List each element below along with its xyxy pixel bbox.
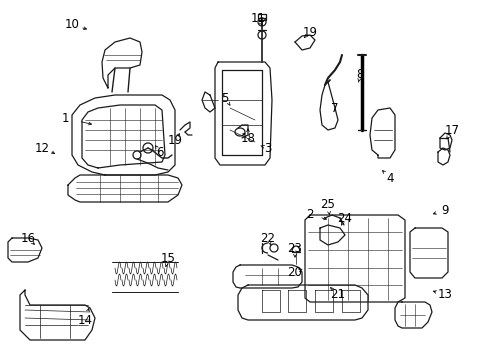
Text: 5: 5 [221, 91, 228, 104]
Text: 17: 17 [444, 123, 459, 136]
Text: 23: 23 [287, 242, 302, 255]
Text: 19: 19 [167, 134, 182, 147]
Text: 11: 11 [250, 12, 265, 24]
Text: 9: 9 [440, 203, 448, 216]
Text: 1: 1 [61, 112, 69, 125]
Text: 13: 13 [437, 288, 451, 302]
Text: 4: 4 [386, 171, 393, 184]
Text: 6: 6 [156, 145, 163, 158]
Text: 8: 8 [356, 68, 363, 81]
Text: 2: 2 [305, 208, 313, 221]
Text: 25: 25 [320, 198, 335, 211]
Text: 10: 10 [64, 18, 79, 31]
Text: 16: 16 [20, 231, 36, 244]
Text: 22: 22 [260, 231, 275, 244]
Text: 14: 14 [77, 314, 92, 327]
Text: 19: 19 [302, 26, 317, 39]
Text: 20: 20 [287, 266, 302, 279]
Text: 7: 7 [330, 102, 338, 114]
Text: 24: 24 [337, 211, 352, 225]
Text: 18: 18 [240, 131, 255, 144]
Text: 15: 15 [160, 252, 175, 265]
Text: 12: 12 [35, 141, 49, 154]
Text: 3: 3 [264, 141, 271, 154]
Text: 21: 21 [330, 288, 345, 302]
